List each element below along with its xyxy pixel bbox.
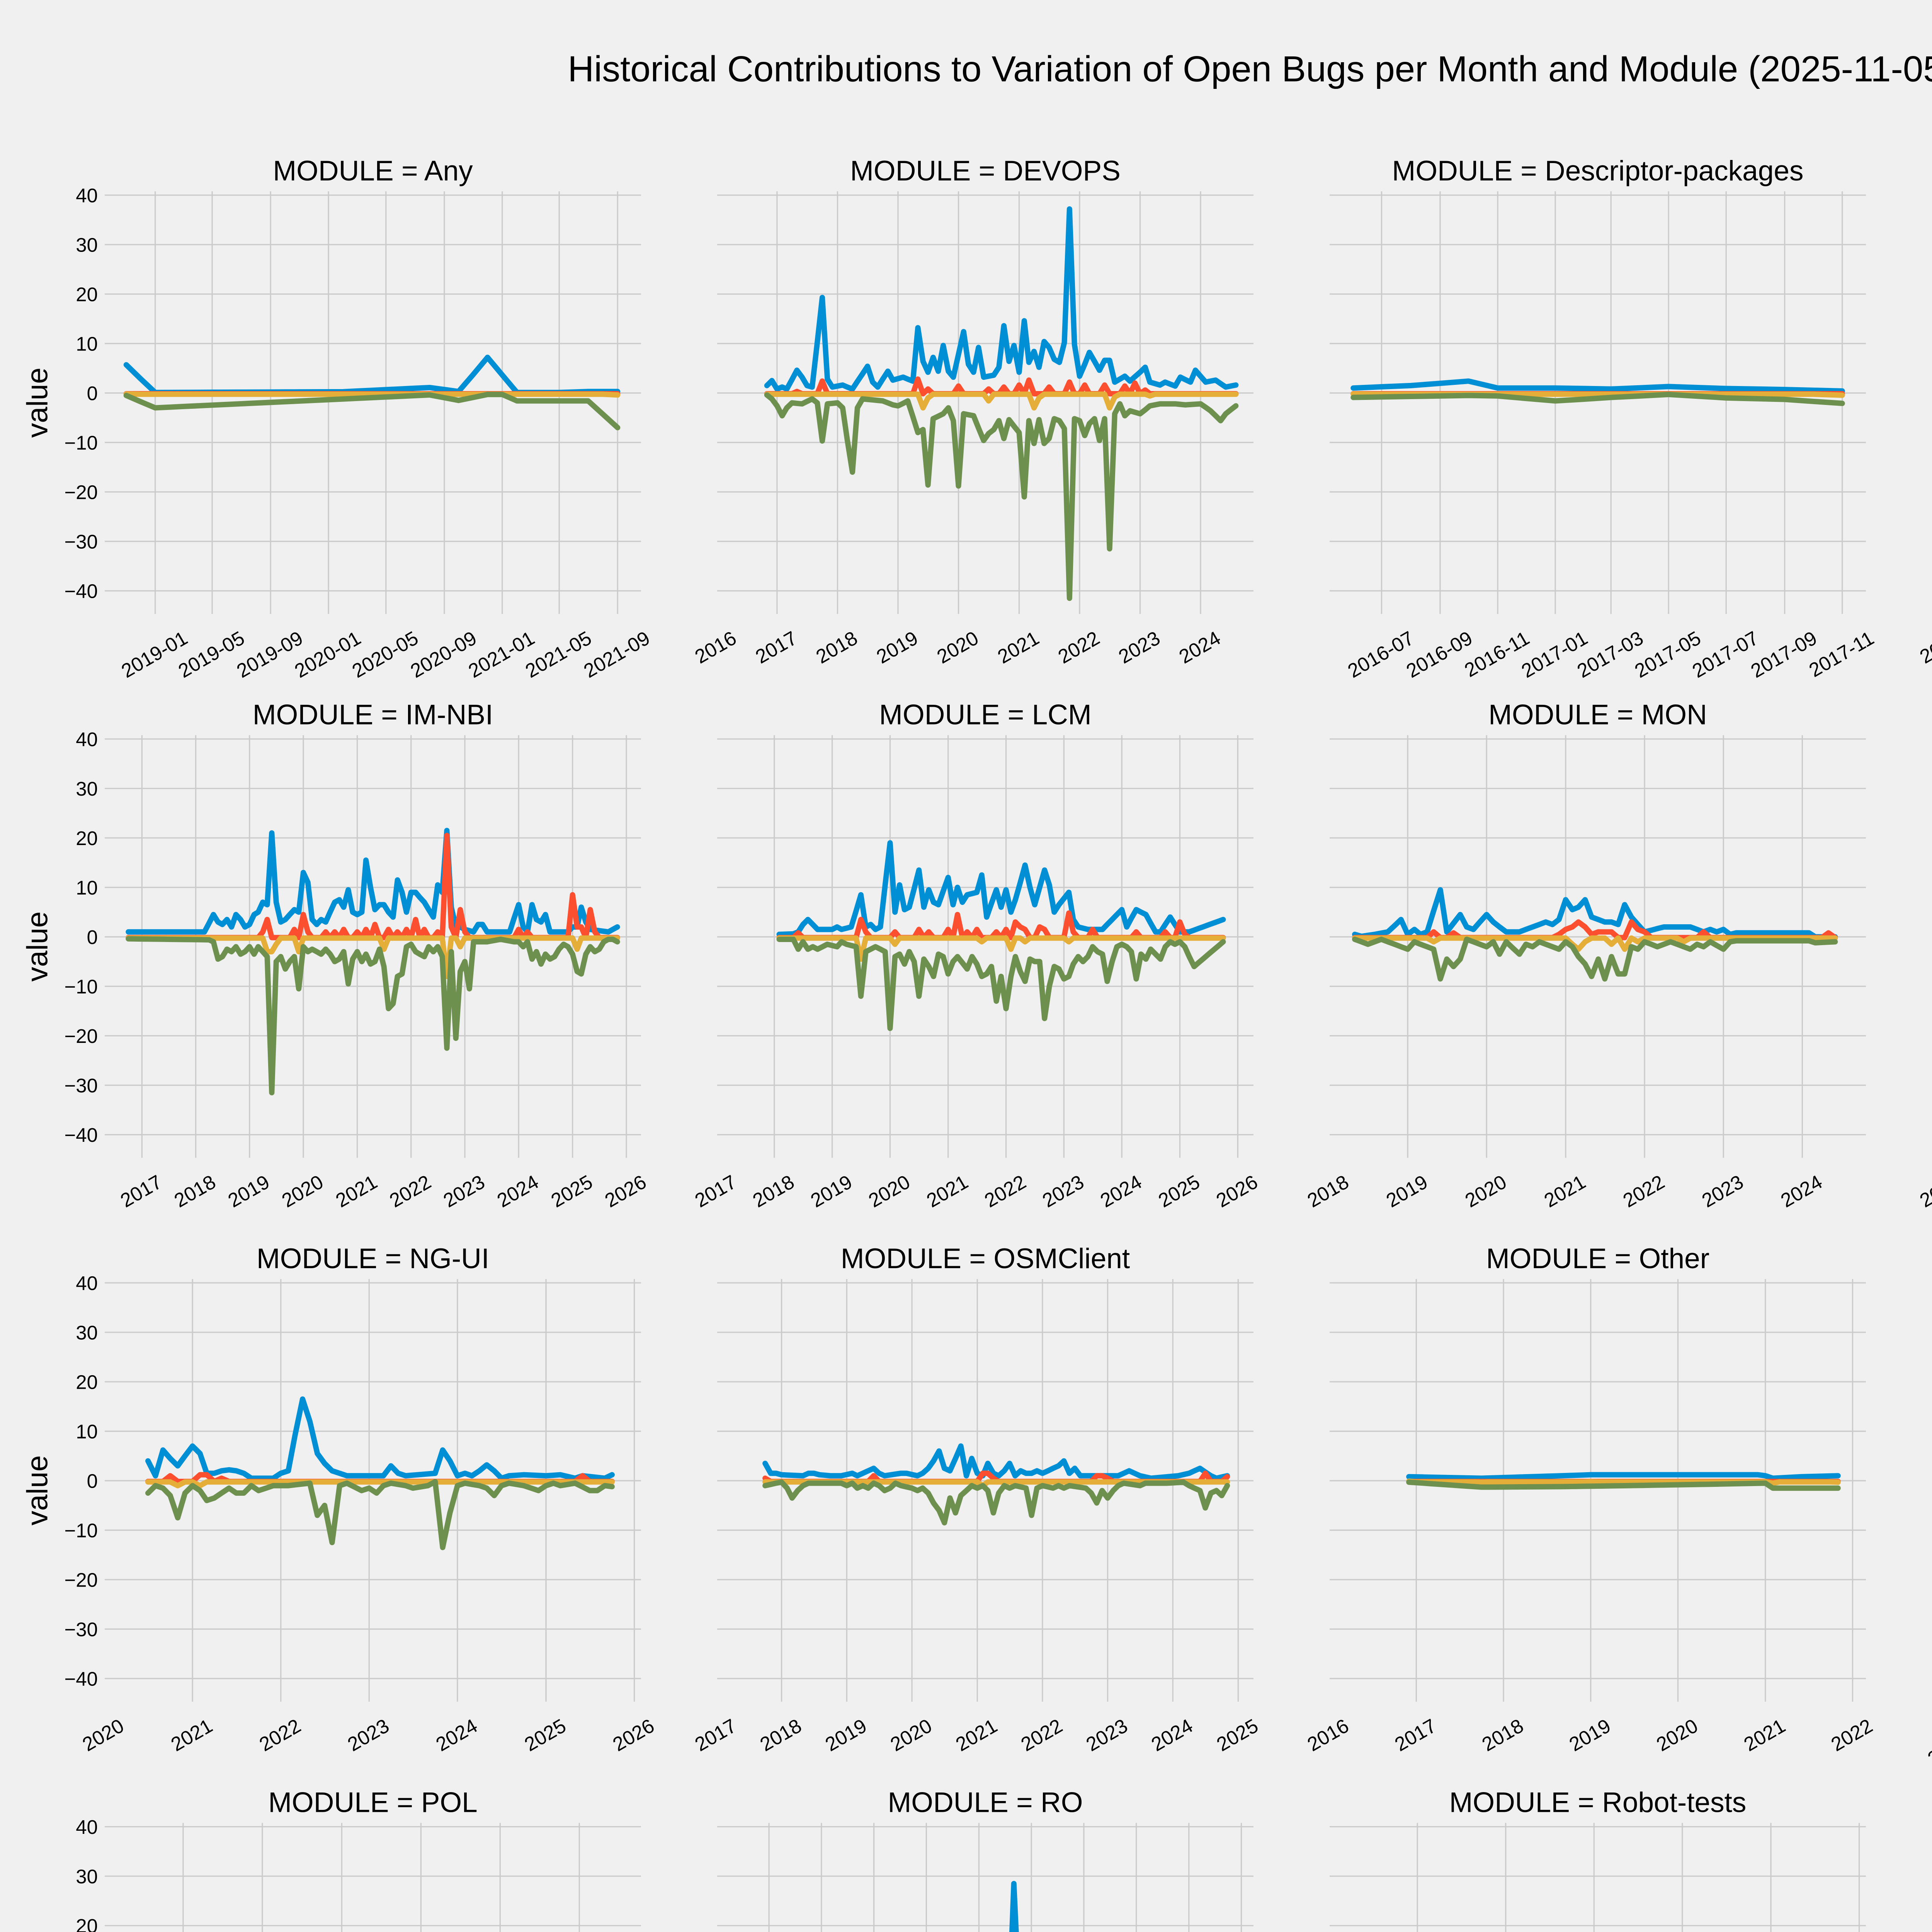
- svg-text:MODULE = Descriptor-packages: MODULE = Descriptor-packages: [1392, 155, 1804, 187]
- svg-text:40: 40: [76, 1272, 98, 1294]
- svg-text:30: 30: [76, 1322, 98, 1344]
- svg-text:−30: −30: [64, 1075, 98, 1097]
- svg-text:20: 20: [76, 1371, 98, 1393]
- svg-text:40: 40: [76, 1816, 98, 1838]
- svg-text:−20: −20: [64, 481, 98, 503]
- svg-text:10: 10: [76, 1421, 98, 1443]
- svg-text:30: 30: [76, 1866, 98, 1888]
- svg-text:0: 0: [87, 383, 98, 405]
- svg-text:0: 0: [87, 926, 98, 948]
- svg-text:20: 20: [76, 1915, 98, 1932]
- svg-text:30: 30: [76, 234, 98, 256]
- svg-text:−30: −30: [64, 531, 98, 553]
- svg-text:MODULE = MON: MODULE = MON: [1488, 699, 1707, 731]
- svg-text:Historical Contributions to Va: Historical Contributions to Variation of…: [568, 48, 1932, 89]
- svg-text:MODULE = IM-NBI: MODULE = IM-NBI: [253, 699, 493, 731]
- svg-text:−10: −10: [64, 432, 98, 454]
- svg-text:20: 20: [76, 827, 98, 849]
- svg-text:−10: −10: [64, 1520, 98, 1542]
- svg-text:MODULE = Other: MODULE = Other: [1486, 1243, 1709, 1274]
- svg-text:−40: −40: [64, 1124, 98, 1146]
- svg-text:−20: −20: [64, 1569, 98, 1591]
- svg-text:20: 20: [76, 284, 98, 306]
- svg-text:MODULE = Robot-tests: MODULE = Robot-tests: [1449, 1787, 1747, 1818]
- svg-text:MODULE = POL: MODULE = POL: [268, 1787, 478, 1818]
- svg-text:10: 10: [76, 877, 98, 899]
- svg-text:0: 0: [87, 1470, 98, 1492]
- svg-text:−40: −40: [64, 580, 98, 602]
- svg-text:MODULE = Any: MODULE = Any: [273, 155, 473, 187]
- svg-text:MODULE = NG-UI: MODULE = NG-UI: [257, 1243, 489, 1274]
- svg-text:−10: −10: [64, 976, 98, 998]
- svg-text:−20: −20: [64, 1025, 98, 1047]
- svg-text:−40: −40: [64, 1668, 98, 1690]
- svg-text:MODULE = OSMClient: MODULE = OSMClient: [841, 1243, 1130, 1274]
- svg-text:value: value: [21, 1455, 54, 1526]
- svg-text:−30: −30: [64, 1619, 98, 1641]
- svg-text:value: value: [21, 367, 54, 438]
- svg-text:10: 10: [76, 333, 98, 355]
- svg-text:MODULE = RO: MODULE = RO: [888, 1787, 1083, 1818]
- svg-text:MODULE = LCM: MODULE = LCM: [879, 699, 1092, 731]
- svg-text:40: 40: [76, 728, 98, 750]
- svg-text:40: 40: [76, 185, 98, 207]
- svg-text:MODULE = DEVOPS: MODULE = DEVOPS: [850, 155, 1121, 187]
- svg-text:30: 30: [76, 778, 98, 800]
- svg-text:value: value: [21, 912, 54, 982]
